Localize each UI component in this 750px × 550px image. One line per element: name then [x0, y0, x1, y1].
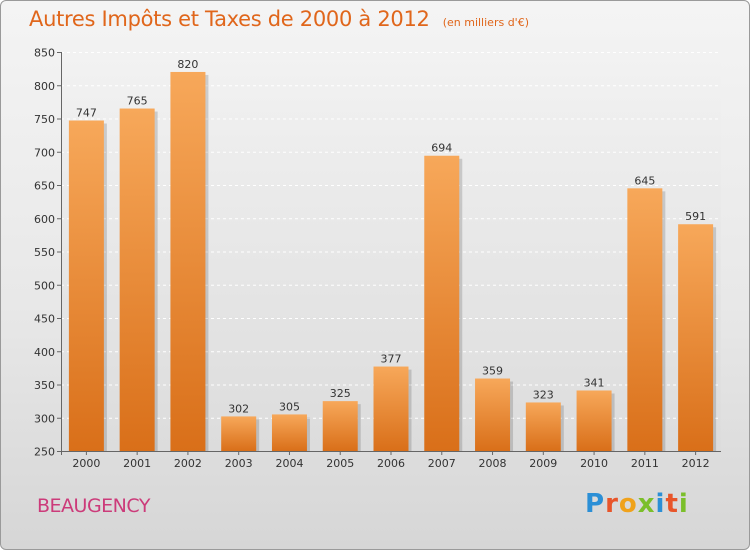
bar-value-label: 323: [533, 388, 554, 401]
bar-value-label: 820: [177, 58, 198, 71]
commune-name: BEAUGENCY: [37, 495, 150, 517]
bar-value-label: 591: [685, 210, 706, 223]
x-tick-label: 2005: [326, 457, 354, 470]
bar-value-label: 747: [76, 106, 97, 119]
bar-value-label: 302: [228, 402, 249, 415]
x-tick-label: 2008: [479, 457, 507, 470]
bar: [424, 155, 460, 452]
y-tick-label: 850: [34, 47, 55, 60]
x-tick-label: 2009: [529, 457, 557, 470]
x-tick-label: 2004: [275, 457, 303, 470]
bar: [627, 188, 663, 451]
y-tick-label: 550: [34, 246, 55, 259]
bar-value-label: 325: [330, 387, 351, 400]
proxiti-logo: Proxiti: [585, 489, 689, 519]
y-tick-label: 800: [34, 80, 55, 93]
y-tick-label: 650: [34, 180, 55, 193]
bar: [221, 416, 257, 451]
x-tick-label: 2006: [377, 457, 405, 470]
chart-title: Autres Impôts et Taxes de 2000 à 2012: [29, 7, 430, 31]
bar-value-label: 694: [431, 142, 452, 155]
y-tick-label: 300: [34, 412, 55, 425]
y-tick-label: 400: [34, 346, 55, 359]
chart-unit-label: (en milliers d'€): [442, 16, 529, 29]
chart-title-line: Autres Impôts et Taxes de 2000 à 2012 (e…: [29, 7, 529, 31]
bar: [576, 390, 612, 451]
logo-letter: o: [618, 489, 638, 519]
logo-letter: x: [637, 489, 656, 519]
bar: [525, 402, 561, 451]
bar-value-label: 341: [584, 376, 605, 389]
bar-value-label: 377: [381, 353, 402, 366]
x-tick-label: 2000: [72, 457, 100, 470]
bar: [119, 108, 155, 452]
x-tick-label: 2003: [225, 457, 253, 470]
y-tick-label: 450: [34, 313, 55, 326]
bar: [68, 120, 104, 452]
y-tick-label: 700: [34, 146, 55, 159]
logo-letter: t: [665, 489, 679, 519]
bar-value-label: 305: [279, 400, 300, 413]
y-tick-label: 750: [34, 113, 55, 126]
x-tick-label: 2012: [682, 457, 710, 470]
bar-value-label: 359: [482, 365, 503, 378]
logo-letter: i: [655, 489, 666, 519]
x-tick-label: 2002: [174, 457, 202, 470]
y-tick-label: 350: [34, 379, 55, 392]
y-tick-label: 250: [34, 446, 55, 459]
bar: [678, 224, 714, 451]
bar-value-label: 645: [634, 174, 655, 187]
bar: [475, 378, 511, 451]
bar: [322, 401, 358, 451]
x-tick-label: 2001: [123, 457, 151, 470]
x-tick-label: 2011: [631, 457, 659, 470]
bar: [373, 366, 409, 451]
y-tick-label: 600: [34, 213, 55, 226]
logo-letter: P: [585, 489, 606, 519]
x-tick-label: 2010: [580, 457, 608, 470]
x-tick-label: 2007: [428, 457, 456, 470]
bar-value-label: 765: [127, 95, 148, 108]
y-tick-label: 500: [34, 279, 55, 292]
logo-letter: r: [605, 489, 619, 519]
logo-letter: i: [678, 489, 689, 519]
bar: [170, 71, 206, 451]
bar: [271, 414, 307, 451]
